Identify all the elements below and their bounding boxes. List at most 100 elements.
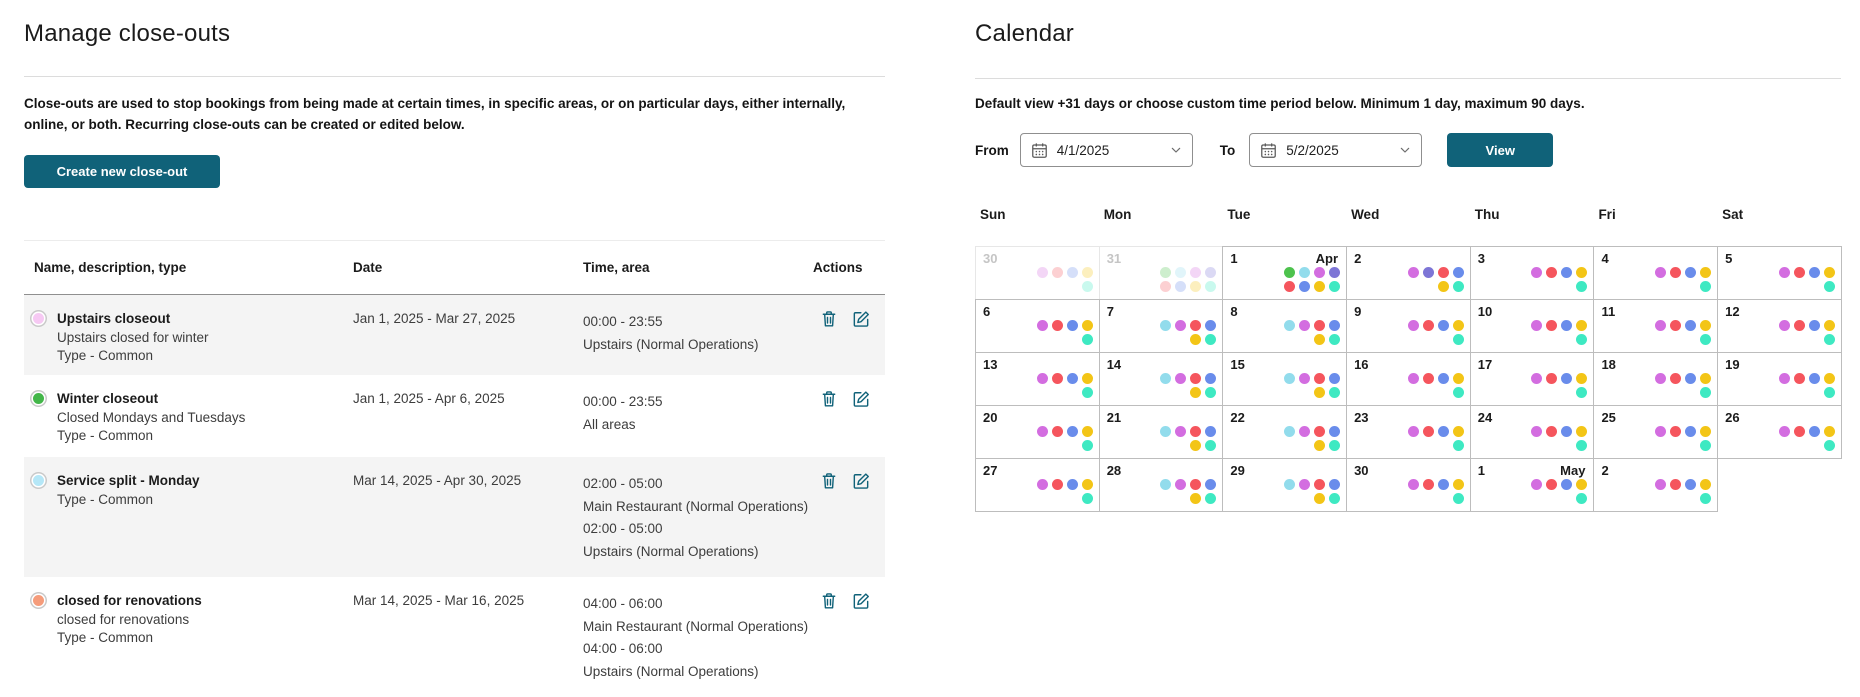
blue-closeout-dot [1561,320,1573,331]
teal-closeout-dot [1205,334,1217,345]
closeout-dots [1778,370,1835,398]
magenta-closeout-dot [1655,320,1667,331]
edit-icon[interactable] [851,471,871,491]
dot-row [1655,334,1712,345]
edit-icon[interactable] [851,389,871,409]
calendar-day-cell: 2 [1593,458,1719,512]
day-number: 9 [1354,304,1362,319]
blue-closeout-dot [1329,426,1341,437]
blue-closeout-dot [1437,479,1449,490]
closeout-dots [1655,476,1712,504]
calendar-day-cell: 23 [1346,405,1471,459]
teal-closeout-dot [1823,334,1835,345]
magenta-closeout-dot [1407,479,1419,490]
calendar-day-cell: 27 [975,458,1100,512]
teal-closeout-dot [1823,440,1835,451]
dot-row [1284,373,1341,384]
dot-row [1407,267,1464,278]
calendar-day-cell: 2 [1346,246,1471,300]
blue-closeout-dot [1437,320,1449,331]
yellow-closeout-dot [1452,426,1464,437]
closeout-type: Type - Common [57,630,154,645]
yellow-closeout-dot [1190,334,1202,345]
dot-row [1160,426,1217,437]
calendar-day-cell: 13 [975,352,1100,406]
yellow-closeout-dot [1452,479,1464,490]
calendar-week-row: 6 7 8 9 10 11 12 [975,299,1842,353]
closeout-time-area: 00:00 - 23:55 Upstairs (Normal Operations… [583,295,813,375]
delete-icon[interactable] [819,471,839,491]
dot-row [1160,493,1217,504]
green-closeout-dot [1284,267,1296,278]
closeout-row: Upstairs closeout Upstairs closed for win… [24,295,885,375]
day-number: 20 [983,410,998,425]
delete-icon[interactable] [819,309,839,329]
magenta-closeout-dot [1036,373,1048,384]
view-button[interactable]: View [1447,133,1554,167]
teal-closeout-dot [1576,387,1588,398]
dot-row [1284,440,1341,451]
closeout-dots [1284,370,1341,398]
cyan-closeout-dot [1284,426,1296,437]
day-number: 6 [983,304,991,319]
closeout-dots [1531,317,1588,345]
column-header-date: Date [353,260,383,275]
delete-icon[interactable] [819,389,839,409]
delete-icon[interactable] [819,591,839,611]
red-closeout-dot [1190,479,1202,490]
red-closeout-dot [1546,267,1558,278]
chevron-down-icon [1397,142,1413,158]
closeout-dots [1531,264,1588,292]
calendar-icon [1259,141,1278,160]
red-closeout-dot [1422,426,1434,437]
yellow-closeout-dot [1576,426,1588,437]
blue-closeout-dot [1437,426,1449,437]
day-number: 16 [1354,357,1369,372]
dot-row [1284,281,1341,292]
dot-row [1655,373,1712,384]
magenta-closeout-dot [1531,479,1543,490]
day-number: 2 [1601,463,1609,478]
dot-row [1655,281,1712,292]
calendar-day-cell: 25 [1593,405,1719,459]
dot-row [1531,267,1588,278]
dot-row [1036,267,1093,278]
red-closeout-dot [1437,267,1449,278]
calendar-day-cell: 26 [1717,405,1842,459]
dot-row [1531,426,1588,437]
day-number: 18 [1601,357,1616,372]
dot-row [1036,426,1093,437]
yellow-closeout-dot [1314,334,1326,345]
red-closeout-dot [1284,281,1296,292]
blue-closeout-dot [1066,320,1078,331]
to-date-select[interactable]: 5/2/2025 [1249,133,1423,167]
closeout-dots [1407,264,1464,292]
day-number: 4 [1601,251,1609,266]
magenta-closeout-dot [1531,267,1543,278]
teal-closeout-dot [1700,334,1712,345]
edit-icon[interactable] [851,309,871,329]
closeout-color-swatch [33,595,44,606]
calendar-day-cell: 24 [1469,405,1595,459]
manage-closeouts-panel: Manage close-outs Close-outs are used to… [24,0,885,679]
create-new-closeout-button[interactable]: Create new close-out [24,155,220,188]
red-closeout-dot [1314,373,1326,384]
edit-icon[interactable] [851,591,871,611]
closeout-dots [1655,317,1712,345]
magenta-closeout-dot [1778,373,1790,384]
teal-closeout-dot [1823,387,1835,398]
calendar-week-row: 20 21 22 23 24 25 26 [975,405,1842,459]
dot-row [1779,440,1835,451]
time-area-line: 02:00 - 05:00 [583,476,663,491]
yellow-closeout-dot [1081,320,1093,331]
calendar-day-cell: 4 [1593,246,1719,300]
teal-closeout-dot [1205,387,1217,398]
day-number: 17 [1477,357,1493,372]
blue-closeout-dot [1685,373,1697,384]
from-date-select[interactable]: 4/1/2025 [1019,133,1193,167]
calendar-day-cell: 31 [1098,246,1224,300]
closeout-dots [1407,370,1464,398]
closeout-type: Type - Common [57,428,154,443]
magenta-closeout-dot [1036,320,1048,331]
red-closeout-dot [1546,426,1558,437]
